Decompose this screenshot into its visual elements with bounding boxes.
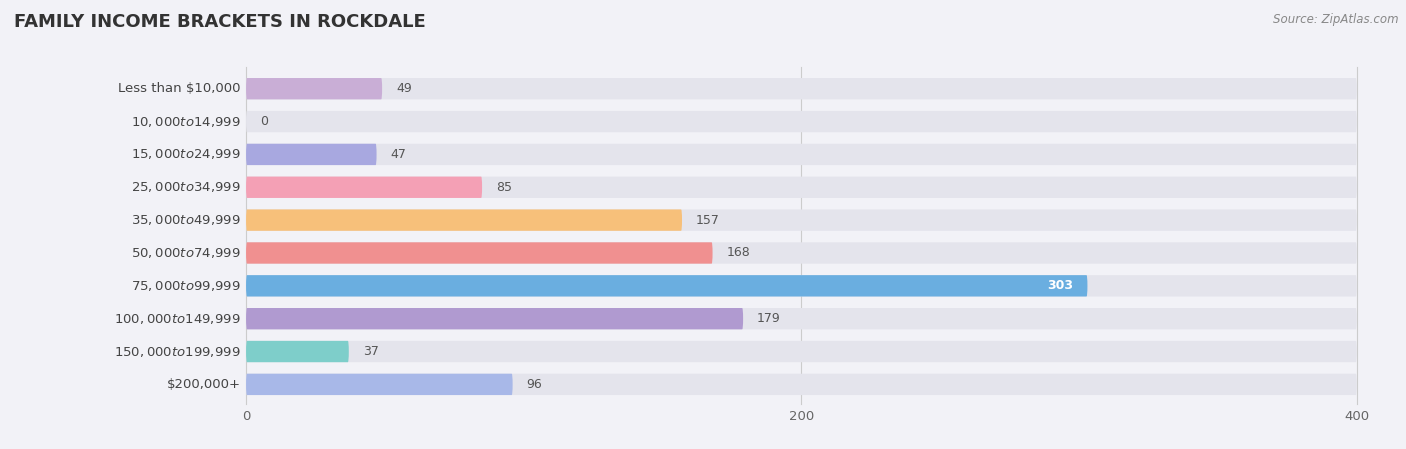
Text: 179: 179 <box>756 312 780 325</box>
FancyBboxPatch shape <box>246 176 482 198</box>
FancyBboxPatch shape <box>246 144 377 165</box>
FancyBboxPatch shape <box>246 78 382 99</box>
Text: Less than $10,000: Less than $10,000 <box>118 82 240 95</box>
FancyBboxPatch shape <box>246 144 1357 165</box>
Text: 85: 85 <box>496 181 512 194</box>
Text: 168: 168 <box>727 247 751 260</box>
FancyBboxPatch shape <box>246 374 1357 395</box>
FancyBboxPatch shape <box>246 176 1357 198</box>
Text: $150,000 to $199,999: $150,000 to $199,999 <box>114 344 240 359</box>
Text: $50,000 to $74,999: $50,000 to $74,999 <box>131 246 240 260</box>
FancyBboxPatch shape <box>246 209 682 231</box>
Text: 157: 157 <box>696 214 720 227</box>
Text: $25,000 to $34,999: $25,000 to $34,999 <box>131 180 240 194</box>
FancyBboxPatch shape <box>246 209 1357 231</box>
FancyBboxPatch shape <box>246 275 1087 296</box>
Text: $100,000 to $149,999: $100,000 to $149,999 <box>114 312 240 326</box>
FancyBboxPatch shape <box>246 308 1357 330</box>
Text: 0: 0 <box>260 115 269 128</box>
Text: 303: 303 <box>1047 279 1074 292</box>
Text: $75,000 to $99,999: $75,000 to $99,999 <box>131 279 240 293</box>
FancyBboxPatch shape <box>246 341 349 362</box>
Text: $35,000 to $49,999: $35,000 to $49,999 <box>131 213 240 227</box>
FancyBboxPatch shape <box>246 78 1357 99</box>
Text: $200,000+: $200,000+ <box>166 378 240 391</box>
Text: FAMILY INCOME BRACKETS IN ROCKDALE: FAMILY INCOME BRACKETS IN ROCKDALE <box>14 13 426 31</box>
Text: Source: ZipAtlas.com: Source: ZipAtlas.com <box>1274 13 1399 26</box>
FancyBboxPatch shape <box>246 341 1357 362</box>
FancyBboxPatch shape <box>246 242 1357 264</box>
FancyBboxPatch shape <box>246 242 713 264</box>
Text: 47: 47 <box>391 148 406 161</box>
FancyBboxPatch shape <box>246 374 513 395</box>
Text: $10,000 to $14,999: $10,000 to $14,999 <box>131 114 240 128</box>
Text: 49: 49 <box>396 82 412 95</box>
Text: 96: 96 <box>526 378 543 391</box>
Text: $15,000 to $24,999: $15,000 to $24,999 <box>131 147 240 161</box>
FancyBboxPatch shape <box>246 111 1357 132</box>
FancyBboxPatch shape <box>246 308 744 330</box>
Text: 37: 37 <box>363 345 378 358</box>
FancyBboxPatch shape <box>246 275 1357 296</box>
